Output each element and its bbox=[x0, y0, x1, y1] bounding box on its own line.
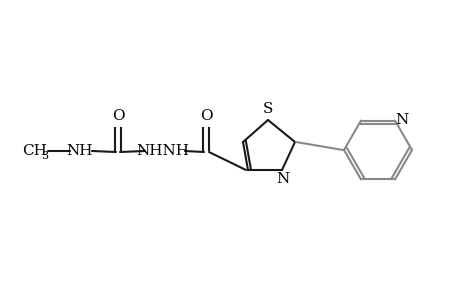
Text: CH: CH bbox=[22, 144, 47, 158]
Text: O: O bbox=[199, 109, 212, 123]
Text: N: N bbox=[276, 172, 289, 186]
Text: NH: NH bbox=[67, 144, 93, 158]
Text: S: S bbox=[262, 102, 273, 116]
Text: N: N bbox=[395, 112, 408, 127]
Text: O: O bbox=[112, 109, 124, 123]
Text: NHNH: NHNH bbox=[136, 144, 189, 158]
Text: 3: 3 bbox=[41, 151, 49, 161]
